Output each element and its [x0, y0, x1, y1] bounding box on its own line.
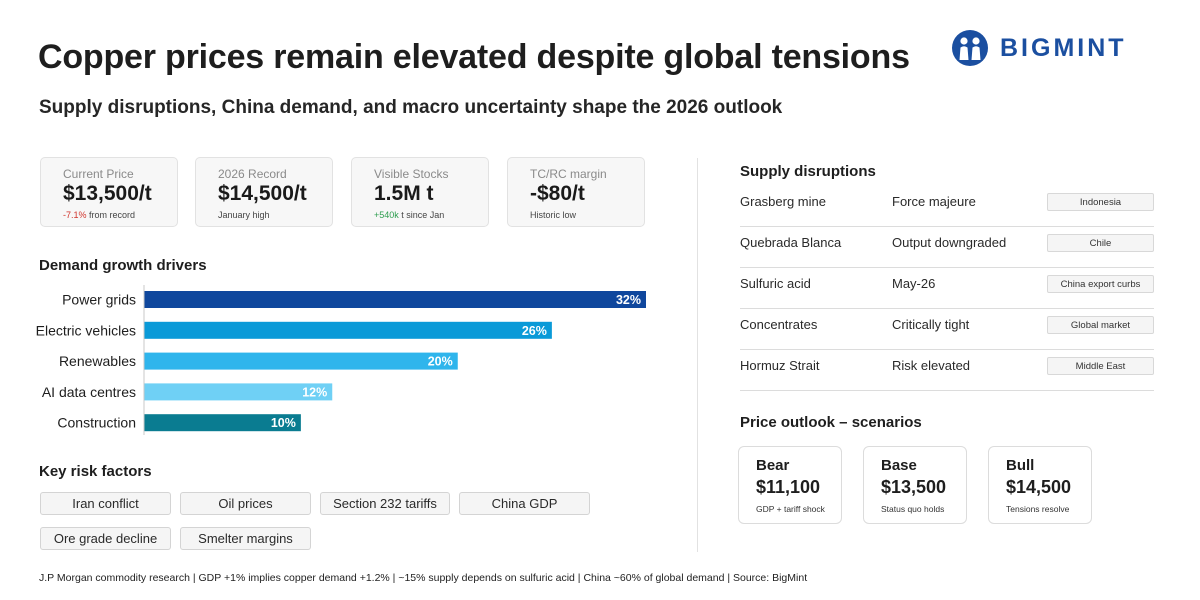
- stat-card-current-price: Current Price $13,500/t -7.1% from recor…: [40, 157, 178, 227]
- scenario-section-title: Price outlook – scenarios: [740, 414, 922, 431]
- stat-note: January high: [218, 210, 332, 220]
- supply-name: Sulfuric acid: [740, 276, 811, 291]
- bar-value-label: 26%: [522, 324, 547, 338]
- supply-name: Quebrada Blanca: [740, 235, 842, 250]
- scenario-note: GDP + tariff shock: [756, 504, 825, 514]
- scenario-note: Tensions resolve: [1006, 504, 1070, 514]
- scenario-name: Bear: [756, 457, 790, 474]
- supply-status: May-26: [892, 276, 936, 291]
- risk-chip-section-232-tariffs: Section 232 tariffs: [320, 492, 450, 515]
- risk-chip-oil-prices: Oil prices: [180, 492, 311, 515]
- scenario-card-bear: Bear $11,100 GDP + tariff shock: [738, 446, 842, 524]
- scenario-note: Status quo holds: [881, 504, 945, 514]
- supply-row: Quebrada Blanca Output downgraded Chile: [740, 227, 1154, 268]
- risk-section-title: Key risk factors: [39, 463, 152, 480]
- stat-note: +540k t since Jan: [374, 210, 488, 220]
- supply-status: Force majeure: [892, 194, 976, 209]
- category-label: Renewables: [59, 353, 136, 369]
- stat-value: $14,500/t: [218, 182, 307, 205]
- stat-note-text: t since Jan: [398, 210, 445, 220]
- category-label: Electric vehicles: [36, 322, 136, 338]
- stat-label: TC/RC margin: [530, 167, 607, 181]
- bar: [144, 352, 458, 370]
- source-footnote: J.P Morgan commodity research | GDP +1% …: [39, 572, 808, 584]
- supply-status: Risk elevated: [892, 358, 971, 373]
- scenario-value: $14,500: [1006, 477, 1072, 497]
- stat-change-positive: +540k: [374, 210, 399, 220]
- demand-bar-chart: Power grids 32% Electric vehicles 26% Renewa…: [36, 285, 646, 435]
- stat-note: -7.1% from record: [63, 210, 177, 220]
- scenario-value: $13,500: [881, 477, 947, 497]
- stat-card-2026-record: 2026 Record $14,500/t January high: [195, 157, 333, 227]
- page-subtitle: Supply disruptions, China demand, and ma…: [39, 97, 783, 118]
- column-divider: [697, 158, 698, 552]
- stat-label: Visible Stocks: [374, 167, 449, 181]
- risk-chip-china-gdp: China GDP: [459, 492, 590, 515]
- bigmint-logo-icon: [952, 30, 988, 66]
- bar-value-label: 32%: [616, 293, 641, 307]
- page-title: Copper prices remain elevated despite gl…: [38, 38, 910, 76]
- scenario-name: Bull: [1006, 457, 1035, 474]
- stat-card-visible-stocks: Visible Stocks 1.5M t +540k t since Jan: [351, 157, 489, 227]
- scenario-value: $11,100: [756, 477, 821, 497]
- bar: [144, 383, 333, 401]
- risk-chip-ore-grade-decline: Ore grade decline: [40, 527, 171, 550]
- stat-note-text: from record: [86, 210, 136, 220]
- risk-chip-iran-conflict: Iran conflict: [40, 492, 171, 515]
- category-label: Construction: [57, 415, 136, 431]
- supply-section-title: Supply disruptions: [740, 163, 876, 180]
- stat-value: $13,500/t: [63, 182, 152, 205]
- supply-status: Critically tight: [892, 317, 970, 332]
- scenario-card-base: Base $13,500 Status quo holds: [863, 446, 967, 524]
- supply-name: Hormuz Strait: [740, 358, 820, 373]
- logo-wordmark: BIGMINT: [1000, 33, 1127, 62]
- supply-region-tag: Middle East: [1047, 357, 1154, 375]
- bar-value-label: 20%: [428, 355, 453, 369]
- stat-label: 2026 Record: [218, 167, 287, 181]
- bar: [144, 414, 301, 432]
- stat-label: Current Price: [63, 167, 134, 181]
- supply-region-tag: Global market: [1047, 316, 1154, 334]
- bar: [144, 291, 646, 308]
- stat-value: 1.5M t: [374, 182, 434, 205]
- stat-note: Historic low: [530, 210, 644, 220]
- scenario-name: Base: [881, 457, 917, 474]
- supply-row: Concentrates Critically tight Global mar…: [740, 309, 1154, 350]
- supply-name: Concentrates: [740, 317, 818, 332]
- supply-region-tag: Chile: [1047, 234, 1154, 252]
- scenario-card-bull: Bull $14,500 Tensions resolve: [988, 446, 1092, 524]
- bar-value-label: 12%: [302, 385, 327, 399]
- risk-chip-smelter-margins: Smelter margins: [180, 527, 311, 550]
- supply-region-tag: China export curbs: [1047, 275, 1154, 293]
- stat-note-text: Historic low: [530, 210, 577, 220]
- bar-value-label: 10%: [271, 416, 296, 430]
- stat-change-negative: -7.1%: [63, 210, 87, 220]
- demand-section-title: Demand growth drivers: [39, 257, 207, 274]
- supply-row: Sulfuric acid May-26 China export curbs: [740, 268, 1154, 309]
- supply-row: Grasberg mine Force majeure Indonesia: [740, 186, 1154, 227]
- stat-note-text: January high: [218, 210, 270, 220]
- supply-status: Output downgraded: [892, 235, 1007, 250]
- bigmint-logo: BIGMINT: [950, 28, 1155, 68]
- category-label: Power grids: [62, 292, 136, 308]
- bar: [144, 321, 552, 339]
- stat-card-tc-rc-margin: TC/RC margin -$80/t Historic low: [507, 157, 645, 227]
- category-label: AI data centres: [42, 384, 136, 400]
- supply-region-tag: Indonesia: [1047, 193, 1154, 211]
- supply-name: Grasberg mine: [740, 194, 826, 209]
- stat-value: -$80/t: [530, 182, 585, 205]
- supply-row: Hormuz Strait Risk elevated Middle East: [740, 350, 1154, 391]
